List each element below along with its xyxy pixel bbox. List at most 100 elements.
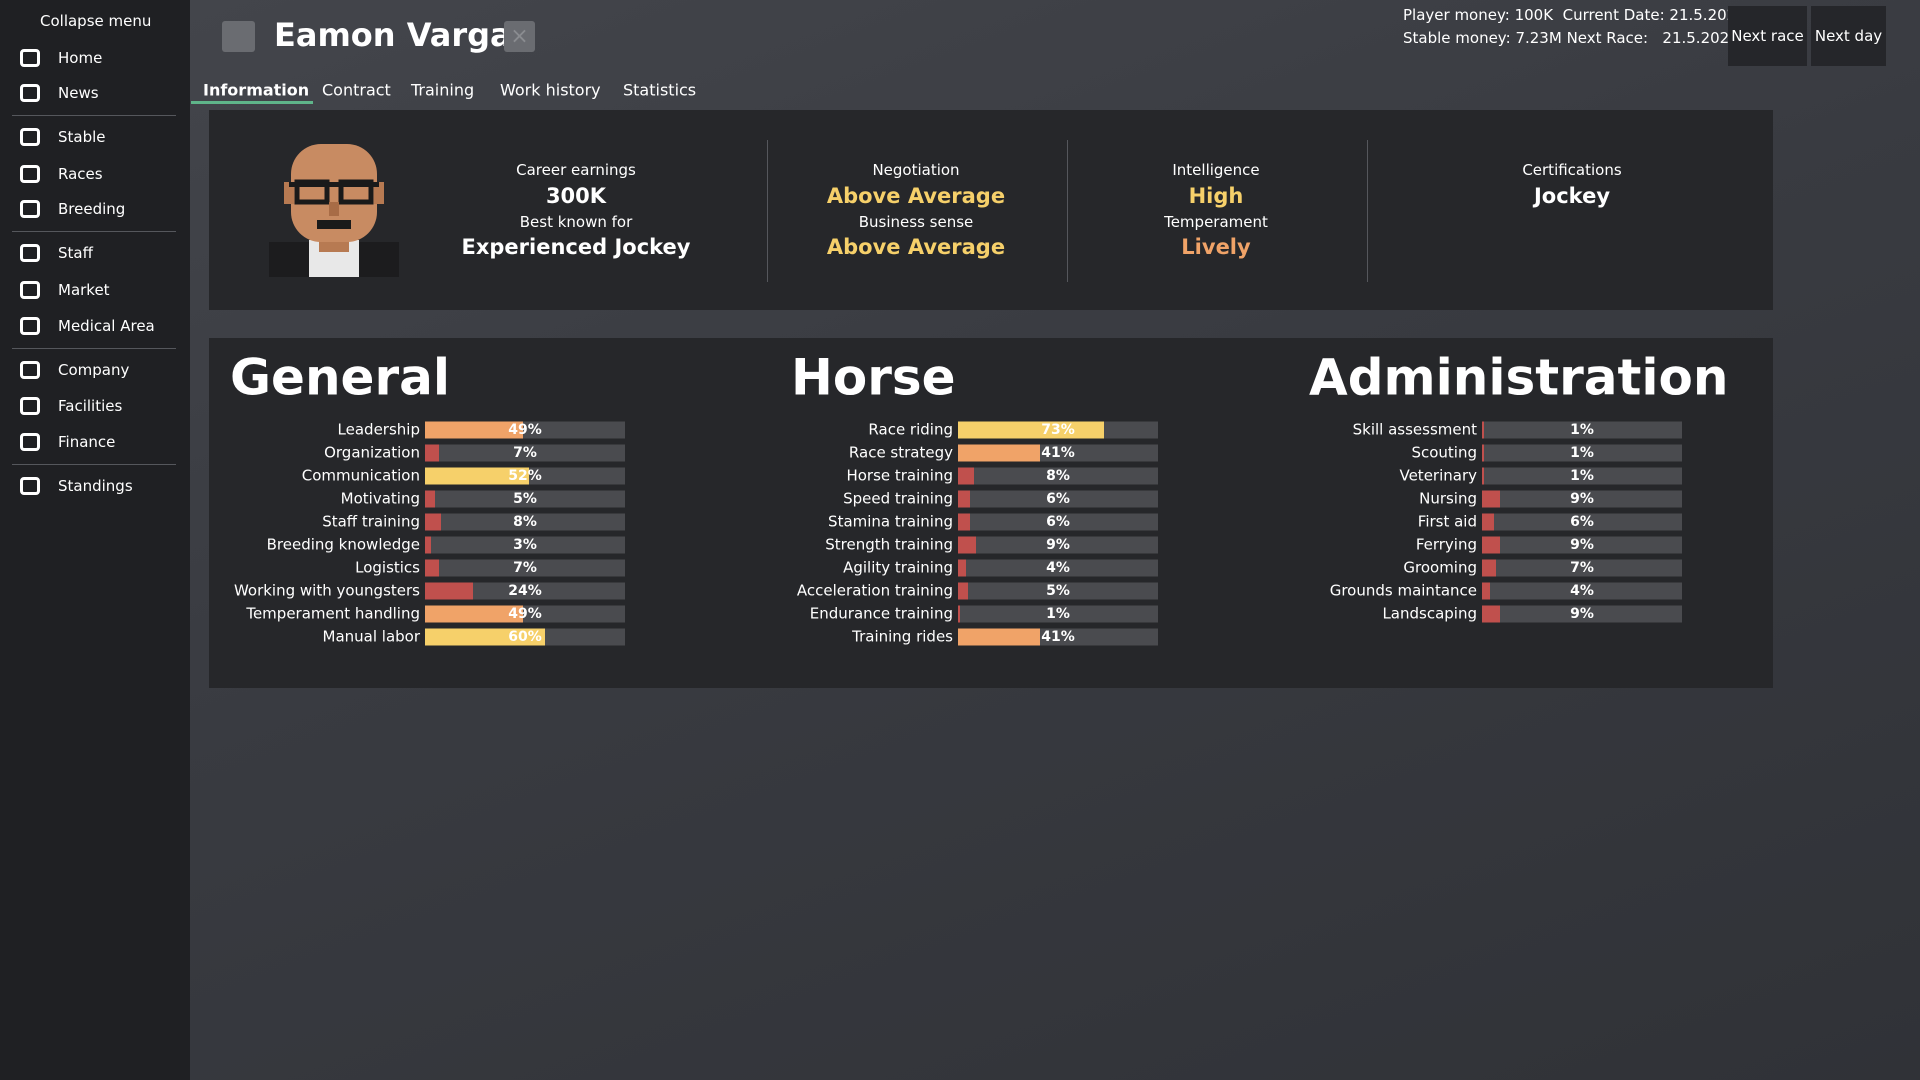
tab[interactable]: Training [411, 80, 475, 100]
skill-bar [425, 582, 473, 600]
skill-value: 49% [508, 606, 542, 622]
bar-track [425, 444, 625, 462]
tab[interactable]: Contract [322, 80, 391, 100]
info-label: Career earnings [516, 161, 636, 179]
nav-label: Facilities [58, 397, 123, 415]
skill-label: Manual labor [323, 628, 421, 646]
nav-label: Breeding [58, 200, 126, 218]
nav-label: Company [58, 361, 130, 379]
skill-value: 73% [1041, 422, 1075, 438]
info-label: Intelligence [1172, 161, 1260, 179]
info-value: High [1188, 184, 1244, 208]
bar-track [958, 513, 1158, 531]
info-panel [209, 110, 1773, 310]
tab[interactable]: Information [203, 80, 310, 100]
skill-bar [958, 559, 966, 577]
skill-value: 8% [1046, 468, 1070, 484]
nav-label: Medical Area [58, 317, 155, 335]
skill-label: Grounds maintance [1330, 582, 1477, 600]
skill-label: Organization [324, 444, 420, 462]
skill-bar [958, 605, 960, 623]
skill-bar [1482, 559, 1496, 577]
tab[interactable]: Statistics [623, 80, 697, 100]
skill-value: 3% [513, 537, 537, 553]
bar-track [425, 536, 625, 554]
nav-label: Home [58, 49, 103, 67]
tab-underline [191, 101, 313, 104]
skill-value: 7% [1570, 560, 1594, 576]
bar-track [958, 559, 1158, 577]
skill-label: Strength training [825, 536, 953, 554]
back-button[interactable] [222, 21, 255, 52]
employee-name: Eamon Vargas [274, 16, 531, 54]
skill-value: 49% [508, 422, 542, 438]
skill-label: Horse training [846, 467, 953, 485]
skill-value: 1% [1046, 606, 1070, 622]
nav-item[interactable]: Breeding [20, 200, 125, 218]
bar-track [1482, 605, 1682, 623]
skill-value: 24% [508, 583, 542, 599]
skill-label: Ferrying [1416, 536, 1477, 554]
skill-value: 1% [1570, 445, 1594, 461]
skill-value: 60% [508, 629, 542, 645]
divider [767, 140, 768, 282]
info-value: Jockey [1533, 184, 1611, 208]
info-label: Best known for [519, 213, 633, 231]
nav-item[interactable]: Facilities [20, 397, 122, 415]
nav-item[interactable]: Races [20, 165, 103, 183]
skill-label: Stamina training [828, 513, 953, 531]
nav-item[interactable]: Company [20, 361, 129, 379]
skill-value: 4% [1570, 583, 1594, 599]
next-race-button[interactable]: Next race [1728, 6, 1807, 66]
close-button[interactable]: × [504, 21, 535, 52]
divider [1367, 140, 1368, 282]
next-day-button[interactable]: Next day [1811, 6, 1886, 66]
skill-label: Speed training [843, 490, 953, 508]
skill-label: Grooming [1403, 559, 1477, 577]
skill-label: Temperament handling [245, 605, 420, 623]
skill-value: 1% [1570, 422, 1594, 438]
skill-label: Motivating [341, 490, 420, 508]
skill-label: Scouting [1411, 444, 1477, 462]
bar-track [1482, 559, 1682, 577]
tab[interactable]: Work history [500, 80, 601, 100]
info-label: Temperament [1164, 213, 1268, 231]
divider [12, 464, 176, 465]
nav-item[interactable]: Home [20, 49, 102, 67]
skill-bar [425, 605, 523, 623]
nav-item[interactable]: Market [20, 281, 110, 299]
skill-value: 9% [1570, 491, 1594, 507]
nav-item[interactable]: News [20, 84, 99, 102]
value: 21.5.2023 [1669, 6, 1746, 24]
skill-value: 41% [1041, 445, 1075, 461]
skill-bar [1482, 536, 1500, 554]
skill-bar [425, 490, 435, 508]
skill-bar [958, 421, 1104, 439]
nav-label: Market [58, 281, 110, 299]
sidebar: Collapse menu Home News Stable Races Bre… [0, 0, 190, 1080]
skill-label: Race strategy [849, 444, 953, 462]
skill-bar [1482, 513, 1494, 531]
bar-track [1482, 444, 1682, 462]
info-value: Above Average [826, 235, 1006, 259]
nav-item[interactable]: Stable [20, 128, 106, 146]
skill-value: 5% [513, 491, 537, 507]
collapse-menu[interactable]: Collapse menu [40, 12, 152, 30]
skill-label: Logistics [355, 559, 420, 577]
nav-item[interactable]: Finance [20, 433, 115, 451]
bar-track [958, 490, 1158, 508]
skill-value: 9% [1046, 537, 1070, 553]
skill-bar [425, 444, 439, 462]
skill-label: Staff training [322, 513, 420, 531]
bar-track [425, 559, 625, 577]
info-value: Above Average [826, 184, 1006, 208]
value: 100K [1514, 6, 1554, 24]
skill-bar [425, 467, 529, 485]
nav-item[interactable]: Medical Area [20, 317, 155, 335]
nav-item[interactable]: Staff [20, 244, 93, 262]
nav-item[interactable]: Standings [20, 477, 133, 495]
bar-track [1482, 582, 1682, 600]
skill-label: Training rides [851, 628, 953, 646]
skill-bar [1482, 421, 1484, 439]
skill-bar [1482, 582, 1490, 600]
